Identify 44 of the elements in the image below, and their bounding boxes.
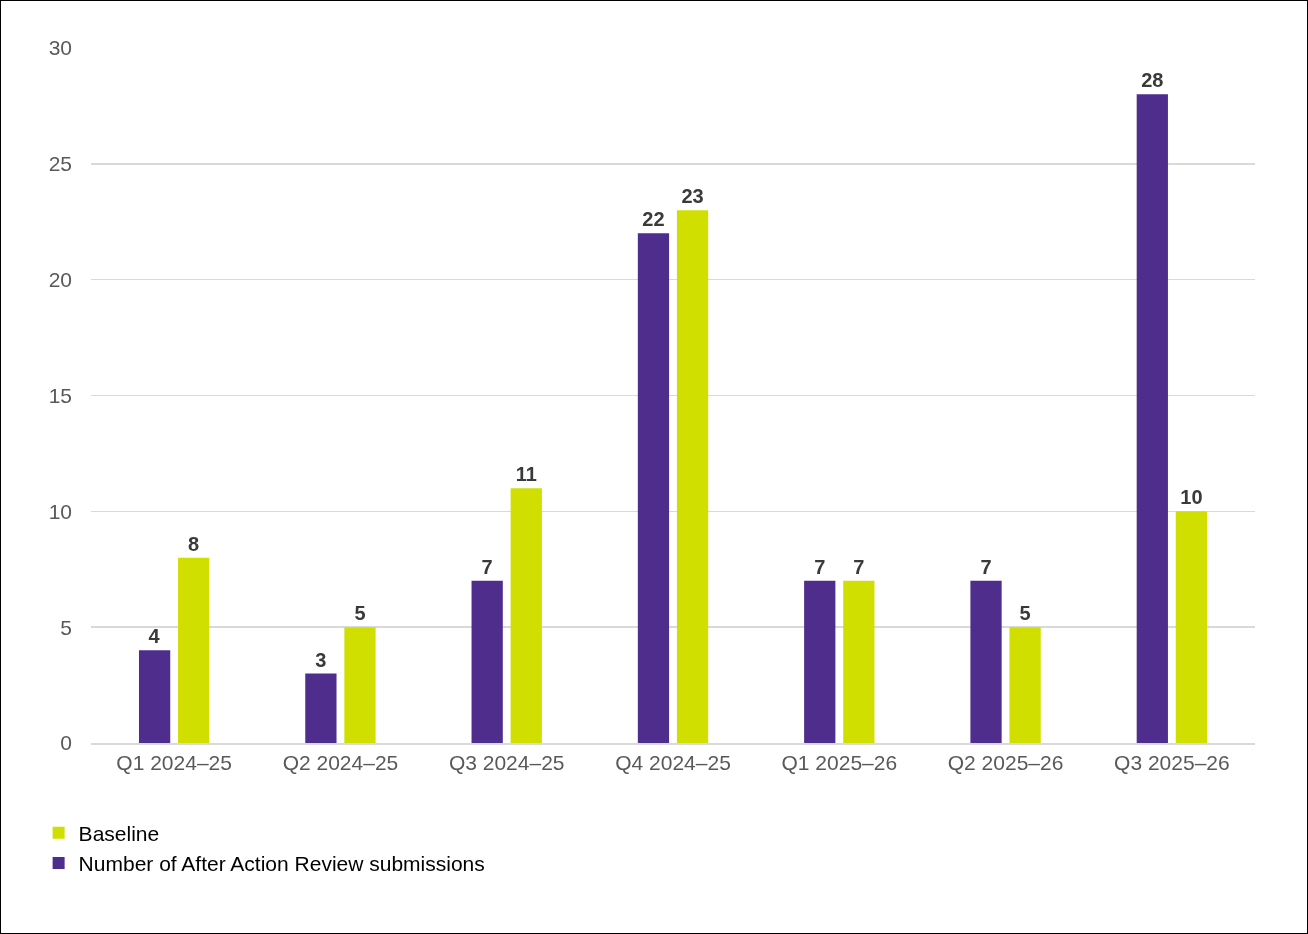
data-label: 8 [188, 532, 200, 555]
data-label: 3 [315, 648, 327, 671]
x-tick-label: Q2 2024–25 [282, 751, 399, 775]
bar [637, 233, 670, 743]
data-label: 5 [354, 602, 366, 625]
bar [1009, 627, 1041, 743]
data-label: 7 [814, 555, 826, 578]
bar [676, 210, 709, 743]
data-label: 7 [481, 555, 493, 578]
x-tick-label: Q3 2024–25 [448, 751, 565, 775]
bar [1175, 511, 1208, 743]
data-label: 28 [1141, 69, 1164, 92]
x-tick-label: Q1 2025–26 [781, 751, 898, 775]
bar [843, 580, 875, 743]
bar [178, 557, 210, 743]
y-tick-label: 30 [48, 36, 72, 60]
y-tick-label: 25 [48, 152, 72, 176]
data-label: 23 [681, 185, 704, 208]
data-label: 5 [1019, 602, 1031, 625]
y-tick-label: 5 [60, 615, 72, 639]
x-tick-label: Q3 2025–26 [1114, 751, 1230, 775]
data-label: 10 [1180, 486, 1203, 509]
y-tick-label: 20 [48, 268, 72, 292]
data-label: 22 [642, 208, 665, 231]
data-label: 7 [980, 555, 992, 578]
y-tick-label: 0 [60, 731, 72, 755]
data-label: 11 [515, 463, 537, 486]
legend-label: Number of After Action Review submissions [78, 852, 485, 876]
data-label: 7 [853, 555, 865, 578]
y-tick-label: 15 [48, 383, 72, 407]
bar [305, 673, 337, 743]
legend-label: Baseline [78, 821, 160, 845]
bar [471, 580, 503, 743]
x-tick-label: Q4 2024–25 [615, 751, 731, 775]
bar [344, 627, 376, 743]
x-tick-label: Q1 2024–25 [116, 751, 232, 775]
y-tick-label: 10 [48, 499, 72, 523]
bar [138, 650, 171, 743]
bar [970, 580, 1002, 743]
data-label: 4 [148, 625, 161, 648]
bar [510, 488, 542, 743]
bar [1136, 94, 1168, 743]
x-tick-label: Q2 2025–26 [947, 751, 1064, 775]
bar [804, 580, 836, 743]
